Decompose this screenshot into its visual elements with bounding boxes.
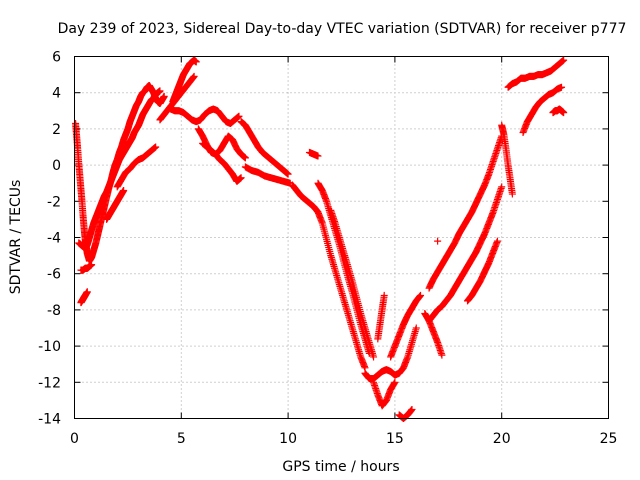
data-point — [156, 87, 164, 95]
data-point — [560, 56, 568, 64]
x-tick-label: 10 — [279, 431, 297, 447]
data-point — [160, 92, 168, 100]
data-point — [560, 109, 568, 117]
data-point — [558, 83, 566, 91]
series-15 — [305, 148, 322, 160]
y-tick-label: -4 — [47, 231, 61, 247]
series-24 — [425, 132, 506, 292]
x-tick-label: 20 — [493, 431, 511, 447]
y-tick-label: -6 — [47, 267, 61, 283]
y-tick-label: 2 — [52, 122, 61, 138]
data-point — [120, 186, 128, 194]
data-point — [434, 237, 442, 245]
x-tick-label: 5 — [177, 431, 186, 447]
data-point — [408, 405, 416, 413]
data-point — [237, 174, 245, 182]
series-26 — [434, 237, 442, 245]
y-tick-label: -10 — [38, 339, 61, 355]
series-11 — [199, 139, 245, 185]
x-tick-labels: 0 5 10 15 20 25 — [70, 431, 617, 447]
series-9 — [167, 105, 243, 127]
series-21 — [395, 405, 416, 422]
data-points — [72, 56, 568, 422]
y-tick-label: -8 — [47, 303, 61, 319]
series-25 — [425, 183, 506, 325]
y-tick-label: -14 — [38, 412, 61, 428]
data-point — [370, 353, 378, 361]
series-18 — [361, 324, 420, 383]
series-29 — [504, 56, 568, 91]
series-28 — [498, 121, 516, 198]
data-point — [152, 143, 160, 151]
y-tick-label: 4 — [52, 86, 61, 102]
data-point — [284, 170, 292, 178]
plot-frame — [74, 56, 609, 419]
y-tick-label: 0 — [52, 158, 61, 174]
series-22 — [374, 291, 388, 343]
data-point — [508, 190, 516, 198]
y-axis-label: SDTVAR / TECUs — [8, 180, 24, 295]
x-tick-label: 25 — [600, 431, 618, 447]
x-axis-label: GPS time / hours — [282, 459, 399, 475]
series-30 — [519, 83, 566, 137]
series-19 — [370, 378, 399, 410]
data-point — [190, 72, 198, 80]
data-point — [241, 154, 249, 162]
data-point — [88, 261, 96, 269]
series-12 — [237, 118, 292, 178]
series-31 — [549, 105, 568, 117]
series-6 — [113, 143, 160, 191]
y-tick-label: -2 — [47, 194, 61, 210]
data-point — [380, 291, 388, 299]
series-4 — [77, 261, 96, 274]
x-tick-label: 0 — [70, 431, 79, 447]
data-point — [391, 378, 399, 386]
y-tick-label: 6 — [52, 50, 61, 66]
series-8 — [169, 56, 200, 106]
y-tick-label: -12 — [38, 375, 61, 391]
chart-title: Day 239 of 2023, Sidereal Day-to-day VTE… — [58, 21, 627, 37]
data-point — [417, 291, 425, 299]
series-5 — [103, 186, 128, 223]
data-point — [498, 183, 506, 191]
data-point — [412, 324, 420, 332]
x-tick-label: 15 — [386, 431, 404, 447]
series-3 — [77, 288, 91, 307]
axis-ticks — [74, 56, 609, 419]
series-14 — [288, 181, 369, 372]
data-point — [438, 351, 446, 359]
series-17 — [327, 206, 378, 361]
data-point — [192, 58, 200, 66]
grid — [74, 56, 609, 419]
series-2 — [75, 87, 164, 252]
data-point — [235, 112, 243, 120]
y-tick-labels: -14 -12 -10 -8 -6 -4 -2 0 2 4 6 — [38, 50, 61, 428]
series-13 — [241, 163, 294, 187]
data-point — [493, 237, 501, 245]
series-27 — [464, 237, 501, 305]
data-point — [83, 288, 91, 296]
data-point — [314, 152, 322, 160]
series-20 — [387, 291, 425, 361]
